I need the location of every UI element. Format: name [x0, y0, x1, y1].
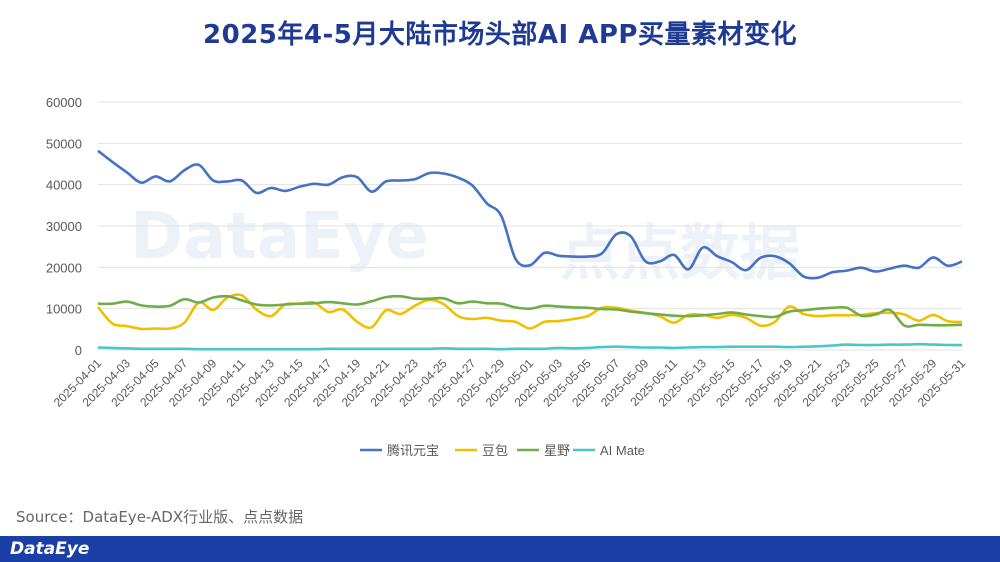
y-tick-label: 30000 — [46, 219, 82, 234]
x-axis: 2025-04-012025-04-032025-04-052025-04-07… — [51, 356, 969, 410]
y-tick-label: 20000 — [46, 260, 82, 275]
grid-lines — [98, 101, 962, 351]
series-line-3 — [97, 342, 963, 351]
watermark-logo: DataEye — [130, 200, 429, 274]
y-tick-label: 0 — [75, 343, 82, 358]
series-lines — [96, 149, 963, 351]
source-note: Source：DataEye-ADX行业版、点点数据 — [16, 508, 304, 526]
series-line-1 — [96, 293, 963, 331]
legend-label: AI Mate — [600, 443, 645, 458]
line-chart: 0 10000 20000 30000 40000 50000 60000 2025-04-… — [46, 95, 969, 458]
footer-bar: DataEye — [0, 536, 1000, 562]
y-tick-label: 40000 — [46, 178, 82, 193]
series-line-2 — [97, 294, 963, 328]
series-line-0 — [97, 149, 963, 280]
legend-label: 星野 — [544, 443, 570, 458]
y-tick-label: 10000 — [46, 302, 82, 317]
y-tick-label: 50000 — [46, 136, 82, 151]
footer-logo: DataEye — [10, 539, 90, 559]
y-axis: 0 10000 20000 30000 40000 50000 60000 — [46, 95, 82, 358]
legend-label: 豆包 — [482, 443, 508, 458]
y-tick-label: 60000 — [46, 95, 82, 110]
legend: 腾讯元宝 豆包 星野 AI Mate — [360, 443, 645, 458]
legend-label: 腾讯元宝 — [387, 443, 439, 458]
chart-title: 2025年4-5月大陆市场头部AI APP买量素材变化 — [203, 20, 797, 50]
